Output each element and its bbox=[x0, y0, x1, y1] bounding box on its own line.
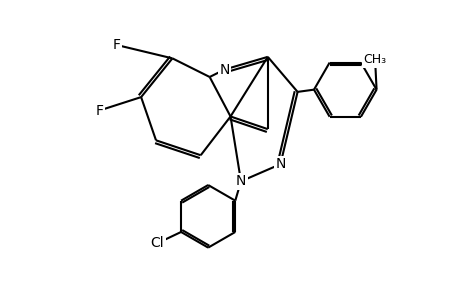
Text: Cl: Cl bbox=[151, 236, 164, 250]
Text: N: N bbox=[235, 174, 246, 188]
Text: N: N bbox=[219, 62, 229, 76]
Text: CH₃: CH₃ bbox=[363, 53, 386, 66]
Text: F: F bbox=[112, 38, 120, 52]
Text: F: F bbox=[95, 103, 103, 118]
Text: N: N bbox=[274, 157, 285, 171]
